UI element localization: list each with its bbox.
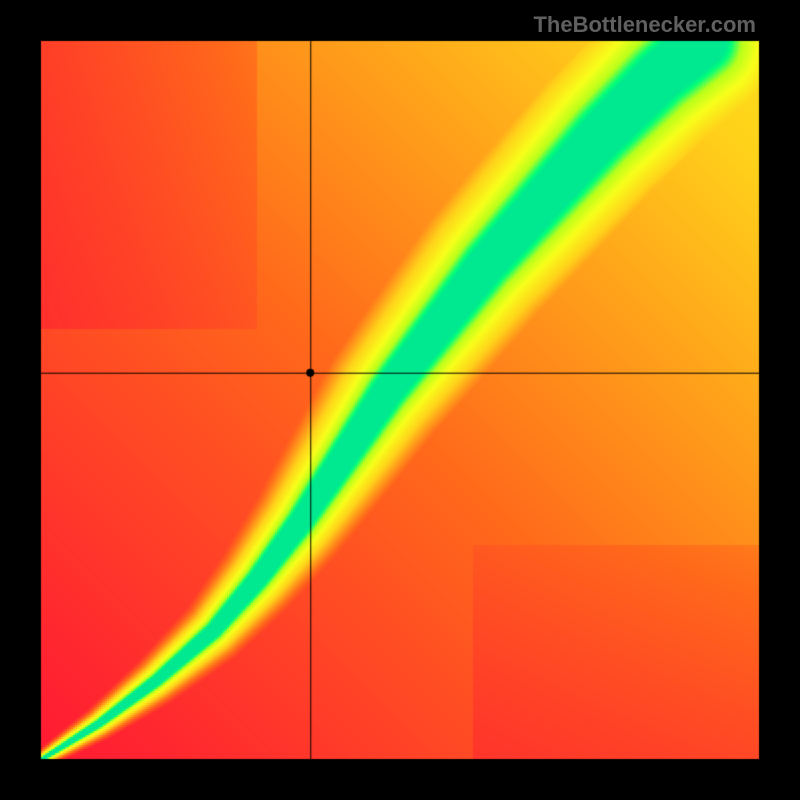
heatmap-canvas	[0, 0, 800, 800]
chart-container: { "chart": { "type": "heatmap", "canvas_…	[0, 0, 800, 800]
watermark-text: TheBottlenecker.com	[533, 12, 756, 38]
